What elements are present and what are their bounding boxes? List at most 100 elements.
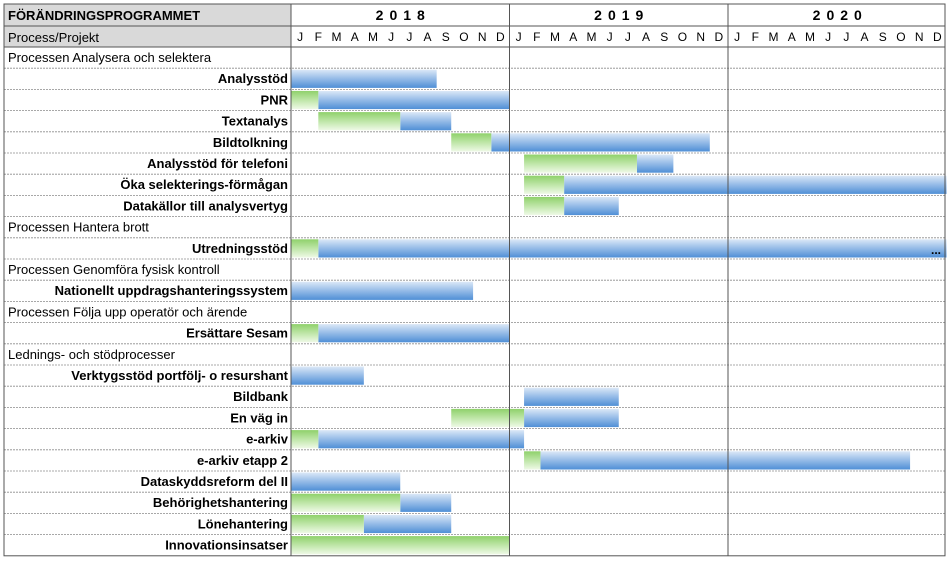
- month-label: N: [478, 30, 487, 44]
- group-label: Processen Hantera brott: [8, 220, 149, 235]
- bar-blue: [400, 112, 452, 131]
- bar-green: [524, 451, 541, 470]
- group-label: Lednings- och stödprocesser: [8, 347, 176, 362]
- month-label: J: [825, 30, 831, 44]
- task-label: Behörighetshantering: [153, 495, 288, 510]
- group-label: Processen Följa upp operatör och ärende: [8, 304, 247, 319]
- task-label: PNR: [261, 92, 289, 107]
- bar-green: [291, 430, 319, 449]
- bar-green: [291, 90, 319, 110]
- header-subheader-cell: [4, 26, 291, 47]
- month-label: S: [660, 30, 668, 44]
- chart-title: FÖRÄNDRINGSPROGRAMMET: [8, 8, 200, 23]
- year-labels: 2018 2019 2020: [376, 7, 868, 23]
- bar-green: [524, 175, 565, 194]
- task-label: Lönehantering: [198, 516, 288, 531]
- bar-blue: [636, 154, 674, 173]
- month-label: D: [933, 30, 942, 44]
- month-label: J: [388, 30, 394, 44]
- month-label: S: [442, 30, 450, 44]
- month-label: J: [297, 30, 303, 44]
- month-label: M: [805, 30, 815, 44]
- month-label: O: [678, 30, 687, 44]
- month-label: J: [607, 30, 613, 44]
- task-label: Ersättare Sesam: [186, 326, 288, 341]
- bar-blue: [524, 408, 619, 428]
- task-label: Nationellt uppdragshanteringssystem: [55, 283, 288, 298]
- month-label: M: [332, 30, 342, 44]
- month-label: N: [915, 30, 924, 44]
- bar-blue: [291, 281, 474, 300]
- month-label: A: [569, 30, 577, 44]
- bar-blue: [291, 366, 364, 385]
- bar-green: [291, 324, 319, 343]
- month-label: M: [550, 30, 560, 44]
- task-label: e-arkiv etapp 2: [197, 453, 288, 468]
- task-label: Textanalys: [222, 114, 288, 129]
- month-label: A: [861, 30, 869, 44]
- bar-blue: [540, 451, 911, 470]
- month-label: A: [424, 30, 432, 44]
- bar-blue: [491, 133, 710, 152]
- month-label: F: [752, 30, 759, 44]
- month-label: O: [896, 30, 905, 44]
- task-label: Bildtolkning: [213, 135, 288, 150]
- header-title-cell: [4, 4, 291, 26]
- year-label: 2018: [376, 7, 431, 23]
- task-label: Öka selekterings-förmågan: [120, 177, 288, 192]
- bar-blue: [291, 69, 437, 88]
- bar-green: [451, 408, 525, 428]
- grid-frame: [3, 3, 946, 557]
- bar-green: [291, 493, 401, 512]
- bar-blue: [564, 196, 619, 216]
- bar-green: [524, 196, 565, 216]
- month-label: J: [843, 30, 849, 44]
- bar-blue: [400, 493, 452, 512]
- month-label: O: [459, 30, 468, 44]
- bar-blue: [363, 514, 452, 534]
- row-lines: [4, 67, 945, 535]
- row-labels: Processen Analysera och selektera Analyss…: [8, 50, 289, 553]
- month-label: J: [406, 30, 412, 44]
- year-label: 2019: [594, 7, 649, 23]
- month-label: F: [533, 30, 540, 44]
- task-label: En väg in: [230, 410, 288, 425]
- month-label: D: [496, 30, 505, 44]
- year-label: 2020: [813, 7, 868, 23]
- task-label: Analysstöd: [218, 71, 288, 86]
- bar-green: [318, 112, 401, 131]
- task-label: Utredningsstöd: [192, 241, 288, 256]
- month-label: S: [879, 30, 887, 44]
- bar-blue: [318, 324, 510, 343]
- bars: ...: [291, 69, 947, 555]
- outer-border: [3, 3, 946, 557]
- task-label: Dataskyddsreform del II: [141, 474, 288, 489]
- task-label: e-arkiv: [246, 432, 289, 447]
- bar-green: [524, 154, 637, 173]
- month-label: J: [734, 30, 740, 44]
- month-label: M: [586, 30, 596, 44]
- process-project-header: Process/Projekt: [8, 30, 99, 45]
- bar-green: [291, 239, 319, 258]
- month-label: J: [625, 30, 631, 44]
- bar-green: [451, 133, 492, 152]
- task-label: Bildbank: [233, 389, 289, 404]
- month-label: N: [696, 30, 705, 44]
- bar-blue: [564, 175, 947, 194]
- month-label: A: [788, 30, 796, 44]
- bar-blue: [291, 472, 401, 491]
- month-label: M: [769, 30, 779, 44]
- bar-blue: [318, 430, 525, 449]
- task-label: Verktygsstöd portfölj- o resurshant: [71, 368, 288, 383]
- bar-blue: [318, 239, 947, 258]
- group-label: Processen Analysera och selektera: [8, 50, 212, 65]
- month-label: M: [368, 30, 378, 44]
- month-label: A: [351, 30, 359, 44]
- bar-blue: [318, 90, 510, 110]
- task-label: Analysstöd för telefoni: [147, 156, 288, 171]
- group-label: Processen Genomföra fysisk kontroll: [8, 262, 220, 277]
- bar-blue: [524, 387, 619, 406]
- month-label: J: [516, 30, 522, 44]
